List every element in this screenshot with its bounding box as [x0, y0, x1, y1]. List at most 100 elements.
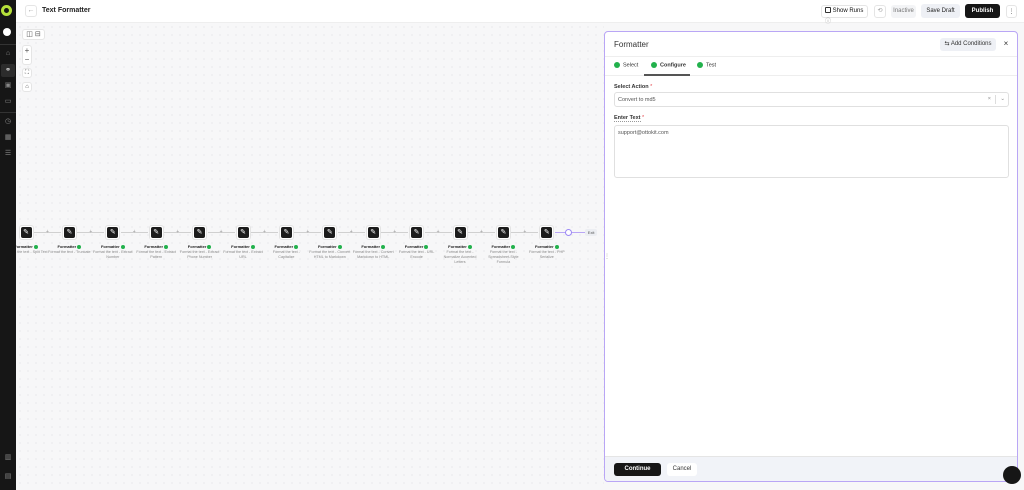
success-icon	[33, 244, 38, 249]
grid-icon[interactable]: ▦	[4, 134, 12, 141]
workflow-node[interactable]: ✎ Formatter Format the text - Split Text	[4, 225, 48, 255]
node-description: Format the text - Extract URL	[223, 250, 263, 259]
workflow-node[interactable]: ✎ Formatter Format the text - Convert Mark…	[351, 225, 395, 260]
analytics-icon[interactable]: ▥	[4, 454, 12, 461]
node-description: Format the text - Extract Pattern	[136, 250, 176, 259]
more-menu-icon[interactable]: ⋮	[1006, 5, 1017, 18]
docs-icon[interactable]: ▤	[4, 473, 12, 480]
workflow-node[interactable]: ✎ Formatter Format the text - Normalize Ac…	[438, 225, 482, 265]
workflow-node[interactable]: ✎ Formatter Format the text - Extract URL	[221, 225, 265, 260]
add-step-icon[interactable]: +	[219, 229, 223, 235]
tab-test[interactable]: Test	[697, 62, 716, 68]
vertical-layout-icon[interactable]: ◫	[26, 31, 33, 38]
node-icon-box[interactable]: ✎	[452, 225, 468, 240]
apps-icon[interactable]: ▣	[4, 82, 12, 89]
node-icon-box[interactable]: ✎	[148, 225, 164, 240]
divider	[0, 44, 16, 45]
zoom-in-icon[interactable]: +	[24, 46, 30, 55]
node-icon-box[interactable]: ✎	[192, 225, 208, 240]
table-icon[interactable]: ☰	[4, 150, 12, 157]
success-icon	[337, 244, 342, 249]
node-icon-box[interactable]: ✎	[539, 225, 555, 240]
continue-button[interactable]: Continue	[614, 463, 661, 476]
workflow-canvas[interactable]: ◫ ⊟ + − ⛶ ⌂	[16, 23, 604, 490]
avatar[interactable]	[3, 28, 11, 36]
add-step-icon[interactable]: +	[436, 229, 440, 235]
node-icon-box[interactable]: ✎	[365, 225, 381, 240]
exit-node: Exit	[584, 229, 598, 236]
clear-icon[interactable]: ×	[987, 96, 991, 102]
add-step-circle-icon[interactable]	[564, 229, 572, 236]
workflows-icon[interactable]: ⚭	[1, 64, 15, 77]
publish-button[interactable]: Publish	[965, 4, 1000, 18]
horizontal-layout-icon[interactable]: ⊟	[34, 31, 41, 38]
back-button[interactable]: ←	[25, 5, 37, 17]
workflow-node[interactable]: ✎ Formatter Format the text - Extract Patt…	[134, 225, 178, 260]
success-icon	[554, 244, 559, 249]
resize-handle[interactable]: ⋮	[604, 254, 610, 260]
node-icon-box[interactable]: ✎	[235, 225, 251, 240]
help-chat-button[interactable]	[1003, 466, 1021, 484]
select-action-dropdown[interactable]: Convert to md5 × ⌄	[614, 92, 1009, 107]
node-description: Format the text - Extract Phone Number	[179, 250, 220, 259]
pencil-icon: ✎	[20, 227, 32, 238]
success-icon	[294, 244, 299, 249]
workflow-node[interactable]: ✎ Formatter Format the text - URL Encode	[395, 225, 439, 260]
node-icon-box[interactable]: ✎	[409, 225, 425, 240]
enter-text-input[interactable]: support@ottokit.com	[614, 125, 1009, 178]
node-label: Formatter	[481, 244, 525, 249]
connector-edge	[294, 232, 322, 233]
folder-icon[interactable]: ▭	[4, 98, 12, 105]
add-conditions-button[interactable]: ⇆ Add Conditions	[940, 38, 996, 51]
add-step-icon[interactable]: +	[46, 229, 49, 235]
node-description: Format the text - Extract Number	[93, 250, 133, 259]
chevron-down-icon[interactable]: ⌄	[1000, 96, 1005, 102]
add-step-icon[interactable]: +	[263, 229, 266, 235]
node-icon-box[interactable]: ✎	[18, 225, 34, 240]
add-step-icon[interactable]: +	[306, 229, 310, 235]
workflow-node[interactable]: ✎ Formatter Format the text - PHP Serializ…	[525, 225, 569, 260]
workflow-node[interactable]: ✎ Formatter Format the text - Spreadsheet-…	[481, 225, 525, 265]
workflow-node[interactable]: ✎ Formatter Format the text - Extract Phon…	[178, 225, 222, 260]
logo-icon[interactable]	[1, 5, 12, 16]
add-step-icon[interactable]: +	[89, 229, 93, 235]
node-icon-box[interactable]: ✎	[495, 225, 511, 240]
save-draft-button[interactable]: Save Draft	[921, 4, 960, 18]
success-icon	[467, 244, 472, 249]
layout-toggle[interactable]: ◫ ⊟	[22, 29, 45, 40]
workflow-node[interactable]: ✎ Formatter Format the text - Capitalize	[264, 225, 308, 260]
fit-view-icon[interactable]: ⛶	[22, 68, 32, 78]
zoom-out-icon[interactable]: −	[24, 55, 30, 64]
tab-select[interactable]: Select	[614, 62, 638, 68]
node-icon-box[interactable]: ✎	[278, 225, 294, 240]
checkbox[interactable]	[825, 7, 831, 14]
success-icon	[120, 244, 125, 249]
conditions-icon: ⇆	[944, 41, 950, 47]
show-runs-toggle[interactable]: Show Runs ⓘ	[821, 5, 868, 25]
add-step-icon[interactable]: +	[132, 229, 136, 235]
home-icon[interactable]: ⌂	[5, 50, 11, 57]
history-icon[interactable]: ◷	[4, 118, 12, 125]
connector-edge	[34, 232, 61, 233]
workflow-node[interactable]: ✎ Formatter Format the text - Convert HTML…	[308, 225, 352, 260]
node-icon-box[interactable]: ✎	[61, 225, 77, 240]
node-icon-box[interactable]: ✎	[322, 225, 338, 240]
pencil-icon: ✎	[454, 227, 466, 238]
add-step-icon[interactable]: +	[349, 229, 353, 235]
tab-configure[interactable]: Configure	[651, 62, 686, 68]
node-label: Formatter	[91, 244, 135, 249]
reset-view-icon[interactable]: ⌂	[22, 82, 32, 92]
close-icon[interactable]: ×	[1003, 39, 1009, 48]
node-icon-box[interactable]: ✎	[105, 225, 121, 240]
node-description: Format the text - PHP Serialize	[528, 250, 565, 259]
cancel-button[interactable]: Cancel	[667, 463, 697, 476]
workflow-node[interactable]: ✎ Formatter Format the text - Extract Numb…	[91, 225, 135, 260]
add-step-icon[interactable]: +	[523, 229, 527, 235]
add-step-icon[interactable]: +	[480, 229, 483, 235]
enter-text-label: Enter Text *	[614, 115, 645, 122]
add-step-icon[interactable]: +	[393, 229, 397, 235]
add-step-icon[interactable]: +	[176, 229, 180, 235]
workflow-node[interactable]: ✎ Formatter Format the text - Truncate	[47, 225, 91, 255]
history-button[interactable]: ⟲	[874, 5, 886, 18]
node-label: Formatter	[308, 244, 352, 249]
